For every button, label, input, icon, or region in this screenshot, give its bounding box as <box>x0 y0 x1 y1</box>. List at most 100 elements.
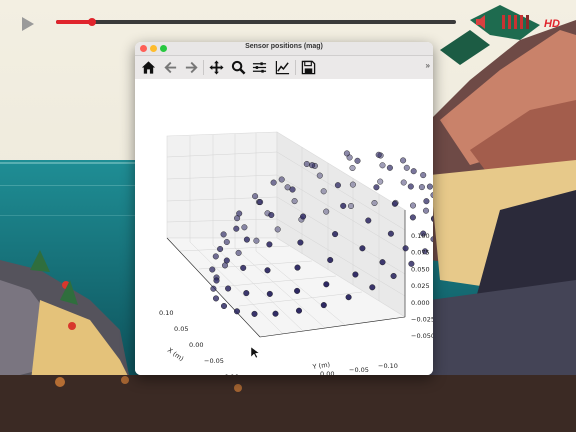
close-button[interactable] <box>140 45 147 52</box>
sensor-point <box>391 200 398 207</box>
sensor-point <box>233 308 240 315</box>
sensor-point <box>236 210 243 217</box>
sensor-point <box>418 184 425 191</box>
sensor-point <box>212 295 219 302</box>
mouse-cursor <box>250 346 260 359</box>
pan-icon[interactable] <box>208 59 225 76</box>
sensor-point <box>408 260 415 267</box>
scatter-points <box>209 150 433 317</box>
volume-level-icon[interactable] <box>502 15 529 29</box>
z-tick-label: 0.100 <box>411 232 430 240</box>
sensor-point <box>365 217 372 224</box>
sensor-point <box>240 264 247 271</box>
z-tick-label: 0.075 <box>411 249 430 257</box>
sensor-point <box>386 164 393 171</box>
sensor-point <box>343 150 350 157</box>
y-tick-label: 0.00 <box>320 370 334 375</box>
video-player-bar: HD <box>22 15 560 31</box>
sensor-point <box>400 157 407 164</box>
sensor-point <box>225 285 232 292</box>
sensor-point <box>252 193 259 200</box>
sensor-point <box>223 238 230 245</box>
sensor-point <box>289 186 296 193</box>
sensor-point <box>369 284 376 291</box>
minimize-button[interactable] <box>150 45 157 52</box>
sensor-point <box>241 224 248 231</box>
sensor-point <box>340 202 347 209</box>
sensor-point <box>431 216 433 222</box>
sensor-point <box>274 226 281 233</box>
sensor-point <box>400 179 407 186</box>
z-tick-label: −0.050 <box>411 332 433 340</box>
sensor-point <box>409 214 416 221</box>
sensor-point <box>316 172 323 179</box>
zoom-icon[interactable] <box>230 59 247 76</box>
sensor-point <box>223 257 230 264</box>
sensor-point <box>272 310 279 317</box>
plot-window: Sensor positions (mag) » <box>135 42 433 375</box>
sensor-point <box>373 184 380 191</box>
progress-knob[interactable] <box>88 18 96 26</box>
sensor-point <box>323 281 330 288</box>
sensor-point <box>375 151 382 158</box>
sensor-point <box>359 245 366 252</box>
x-tick-label: 0.10 <box>159 309 173 317</box>
z-tick-label: −0.025 <box>411 316 433 324</box>
hd-badge[interactable]: HD <box>544 18 560 30</box>
configure-subplots-icon[interactable] <box>251 59 268 76</box>
sensor-point <box>379 162 386 169</box>
sensor-point <box>354 157 361 164</box>
sensor-point <box>220 302 227 309</box>
sensor-point <box>349 164 356 171</box>
title-bar: Sensor positions (mag) <box>135 42 433 56</box>
sensor-point <box>407 183 414 190</box>
y-tick-label: −0.10 <box>378 362 398 370</box>
plot-canvas[interactable]: 0.100.050.00−0.05−0.100.150.100.050.00−0… <box>135 79 433 375</box>
sensor-point <box>349 181 356 188</box>
z-tick-label: 0.025 <box>411 282 430 290</box>
sensor-point <box>264 267 271 274</box>
sensor-point <box>387 230 394 237</box>
sensor-point <box>410 168 417 175</box>
forward-icon[interactable] <box>183 59 200 76</box>
zoom-window-button[interactable] <box>160 45 167 52</box>
sensor-point <box>323 208 330 215</box>
sensor-point <box>253 237 260 244</box>
save-icon[interactable] <box>300 59 317 76</box>
toolbar: » <box>135 56 433 80</box>
sensor-point <box>334 182 341 189</box>
sensor-point <box>270 179 277 186</box>
edit-axis-icon[interactable] <box>274 59 291 76</box>
sensor-point <box>371 199 378 206</box>
x-tick-label: 0.00 <box>189 341 203 349</box>
sensor-point <box>266 241 273 248</box>
play-icon[interactable] <box>22 17 34 31</box>
sensor-point <box>243 290 250 297</box>
x-tick-label: −0.05 <box>204 357 224 365</box>
sensor-point <box>410 202 417 209</box>
sensor-point <box>235 249 242 256</box>
axis-ticks: 0.100.050.00−0.05−0.100.150.100.050.00−0… <box>159 232 433 375</box>
sensor-point <box>268 211 275 218</box>
sensor-point <box>220 231 227 238</box>
sensor-point <box>284 184 291 191</box>
home-icon[interactable] <box>140 59 157 76</box>
sensor-point <box>423 198 430 205</box>
sensor-point <box>347 202 354 209</box>
progress-fill <box>56 20 92 24</box>
window-title: Sensor positions (mag) <box>245 43 323 50</box>
back-icon[interactable] <box>162 59 179 76</box>
axes-3d <box>166 131 406 338</box>
sensor-point <box>345 294 352 301</box>
x-tick-label: −0.10 <box>219 373 239 375</box>
sensor-point <box>320 188 327 195</box>
sensor-point <box>327 256 334 263</box>
sensor-point <box>303 160 310 167</box>
sensor-point <box>309 162 316 169</box>
volume-icon[interactable] <box>476 15 485 29</box>
sensor-point <box>278 176 285 183</box>
progress-track[interactable] <box>56 20 456 24</box>
sensor-point <box>430 192 433 199</box>
sensor-point <box>420 230 427 237</box>
toolbar-overflow-button[interactable]: » <box>425 61 430 70</box>
